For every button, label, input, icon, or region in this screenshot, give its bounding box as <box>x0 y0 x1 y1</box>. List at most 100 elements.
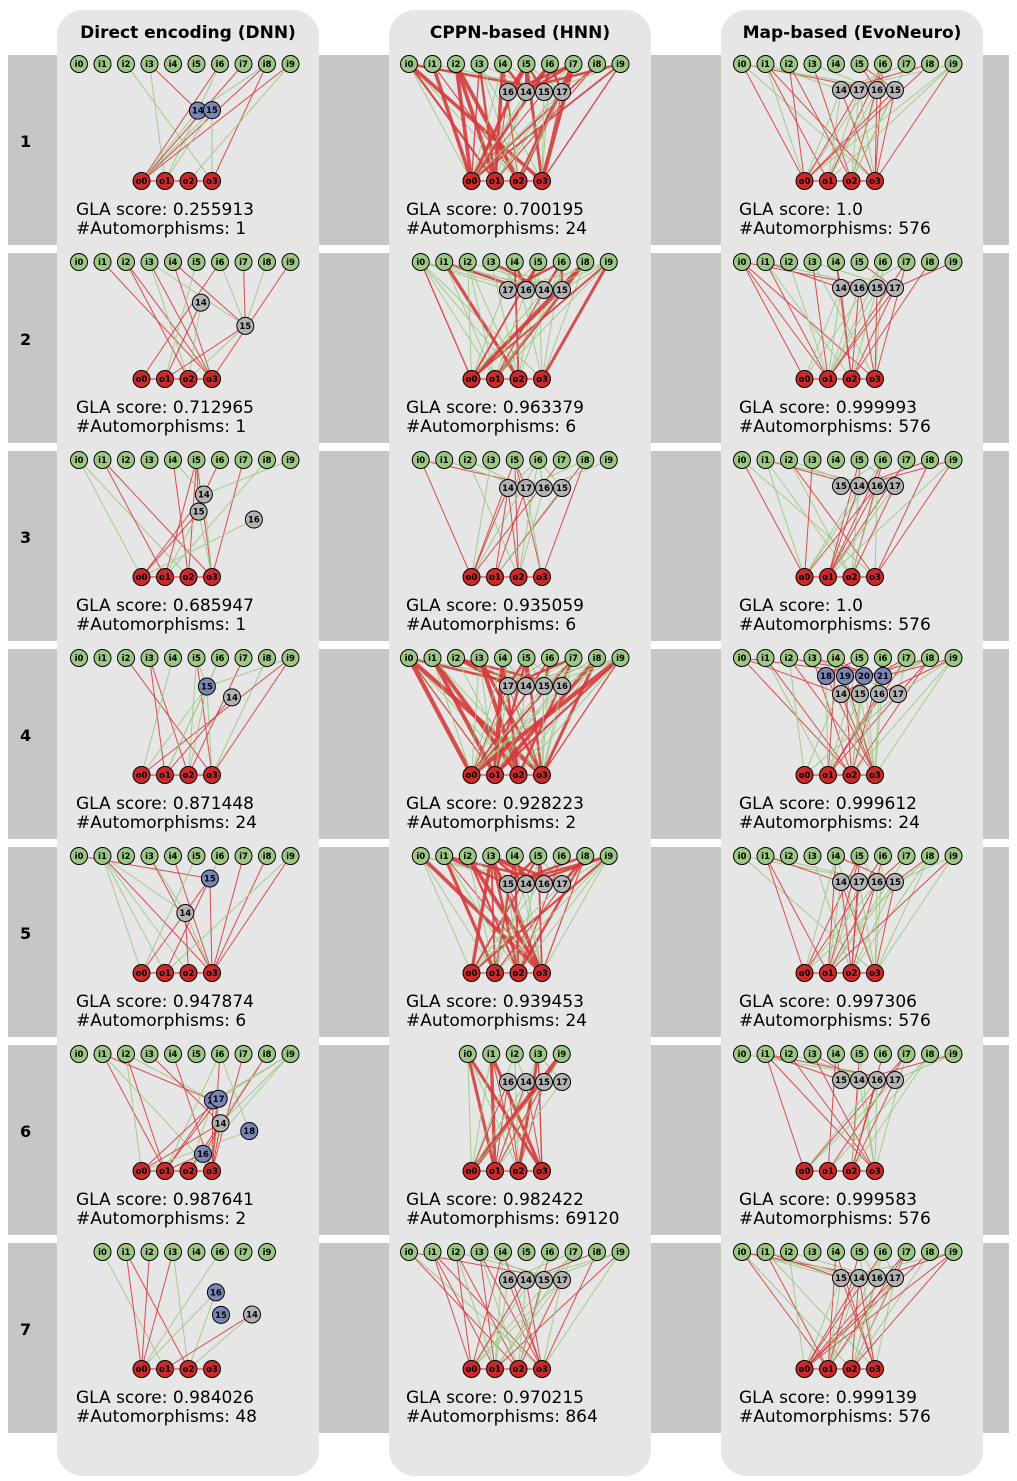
network-cell: i0 i1 i2 i3 i4 i5 i6 i7 i8 i9 o0 o1 o2 o3 17 14 15 16 GLA … <box>400 649 630 833</box>
svg-text:14: 14 <box>835 86 847 96</box>
inhibitory-edge <box>851 485 896 578</box>
input-node: i7 <box>897 253 916 271</box>
svg-text:o3: o3 <box>536 177 548 187</box>
automorphisms-count: #Automorphisms: 2 <box>76 1209 246 1229</box>
svg-text:o0: o0 <box>136 969 148 979</box>
input-node: i4 <box>827 1243 845 1261</box>
automorphisms-count: #Automorphisms: 24 <box>406 219 587 239</box>
svg-text:i7: i7 <box>239 852 248 862</box>
hidden-node: 15 <box>535 1073 553 1091</box>
svg-text:17: 17 <box>556 1276 568 1286</box>
svg-text:16: 16 <box>197 1150 209 1160</box>
svg-text:o3: o3 <box>206 771 218 781</box>
svg-text:i4: i4 <box>832 456 841 466</box>
hidden-node: 17 <box>886 279 904 297</box>
output-node: o1 <box>486 766 504 784</box>
svg-text:o2: o2 <box>513 771 525 781</box>
svg-text:14: 14 <box>226 693 238 703</box>
svg-text:i2: i2 <box>510 1050 519 1060</box>
svg-text:o2: o2 <box>513 375 525 385</box>
svg-text:i0: i0 <box>738 1248 747 1258</box>
excitatory-edge <box>467 261 472 380</box>
inhibitory-edge <box>494 487 527 578</box>
input-node: i2 <box>447 649 465 667</box>
input-node: i2 <box>780 847 798 865</box>
svg-text:i8: i8 <box>593 654 602 664</box>
excitatory-edge <box>471 657 598 776</box>
svg-text:i0: i0 <box>738 1050 747 1060</box>
svg-text:i7: i7 <box>239 456 248 466</box>
inhibitory-edge <box>102 459 213 578</box>
input-node: i6 <box>552 253 571 271</box>
inhibitory-edge <box>874 459 954 578</box>
gla-score: GLA score: 1.0 <box>739 200 863 220</box>
excitatory-edge <box>858 89 876 182</box>
inhibitory-edge <box>741 261 829 380</box>
excitatory-edge <box>765 63 805 182</box>
network-cell: i0 i1 i2 i3 i4 i5 i6 i7 i8 i9 o0 o1 o2 o3 14 16 15 17 GLA … <box>733 253 963 437</box>
excitatory-edge <box>851 1053 931 1172</box>
input-node: i2 <box>458 451 477 469</box>
inhibitory-edge <box>455 1251 472 1370</box>
nodes: i0 i1 i2 i3 i5 i6 i7 i8 i9 o0 o1 o2 o3 14 17 16 15 <box>411 451 618 586</box>
input-node: i8 <box>921 1045 939 1063</box>
output-node: o2 <box>842 1162 861 1180</box>
svg-text:o2: o2 <box>183 771 195 781</box>
output-node: o1 <box>156 370 174 388</box>
input-node: i6 <box>874 649 892 667</box>
svg-text:i8: i8 <box>581 456 590 466</box>
svg-text:o1: o1 <box>822 573 834 583</box>
excitatory-edge <box>851 89 860 182</box>
svg-text:i0: i0 <box>75 60 84 70</box>
input-node: i5 <box>187 253 206 271</box>
svg-text:15: 15 <box>538 88 550 98</box>
gla-score: GLA score: 0.928223 <box>406 794 584 814</box>
input-node: i5 <box>187 847 206 865</box>
inhibitory-edge <box>490 1053 519 1172</box>
svg-text:o3: o3 <box>869 573 881 583</box>
svg-text:i2: i2 <box>122 1050 131 1060</box>
input-node: i5 <box>850 1243 869 1261</box>
svg-text:o1: o1 <box>159 375 171 385</box>
hidden-node: 16 <box>868 1269 886 1287</box>
input-node: i9 <box>599 253 618 271</box>
svg-text:i8: i8 <box>926 1050 935 1060</box>
inhibitory-edge <box>851 1277 860 1370</box>
svg-text:o0: o0 <box>136 1167 148 1177</box>
inhibitory-edge <box>840 881 852 974</box>
svg-text:i9: i9 <box>949 1248 958 1258</box>
svg-text:i2: i2 <box>463 258 472 268</box>
inhibitory-edge <box>827 485 878 578</box>
excitatory-edge <box>827 63 954 182</box>
excitatory-edge <box>141 1291 217 1370</box>
gla-score: GLA score: 0.712965 <box>76 398 254 418</box>
inhibitory-edge <box>874 63 954 182</box>
hidden-node: 16 <box>499 1073 517 1091</box>
input-node: i8 <box>576 451 595 469</box>
svg-text:14: 14 <box>520 880 532 890</box>
input-node: i5 <box>529 253 548 271</box>
input-node: i9 <box>281 1045 300 1063</box>
excitatory-edge <box>471 657 480 776</box>
input-node: i6 <box>874 451 892 469</box>
svg-text:i5: i5 <box>522 654 531 664</box>
automorphisms-count: #Automorphisms: 1 <box>76 417 246 437</box>
excitatory-edge <box>149 261 246 327</box>
gla-score: GLA score: 0.999993 <box>739 398 917 418</box>
inhibitory-edge <box>827 485 860 578</box>
hidden-node: 14 <box>517 1073 535 1091</box>
svg-text:i9: i9 <box>616 654 625 664</box>
svg-text:i7: i7 <box>239 60 248 70</box>
svg-text:o0: o0 <box>466 177 478 187</box>
svg-text:i1: i1 <box>428 1248 437 1258</box>
inhibitory-edge <box>141 878 211 974</box>
input-node: i4 <box>164 847 182 865</box>
svg-text:14: 14 <box>215 1119 227 1129</box>
svg-text:i3: i3 <box>487 456 496 466</box>
input-node: i3 <box>803 55 822 73</box>
input-node: i2 <box>117 1045 135 1063</box>
hidden-node: 14 <box>222 688 241 707</box>
excitatory-edge <box>164 686 208 776</box>
input-node: i7 <box>234 451 253 469</box>
